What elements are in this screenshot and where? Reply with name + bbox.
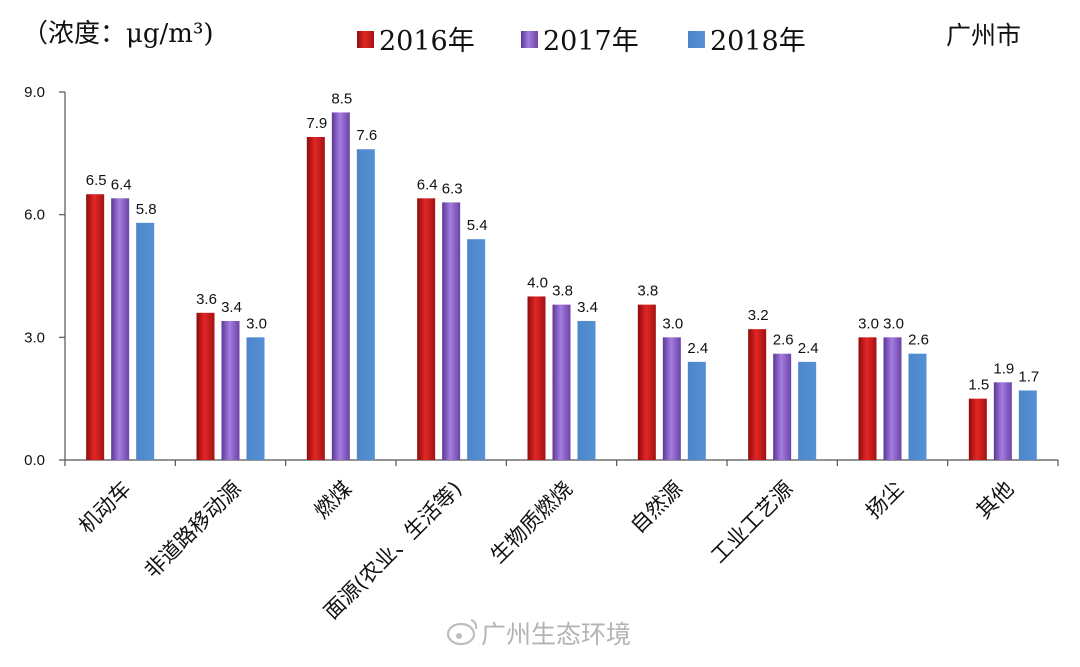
- data-label: 3.4: [577, 299, 598, 316]
- bar: [527, 296, 546, 460]
- bar: [111, 198, 130, 461]
- x-category-label: 自然源: [626, 477, 688, 539]
- bar: [306, 136, 325, 460]
- x-category-label: 扬尘: [861, 477, 908, 524]
- bar: [637, 304, 656, 460]
- bar: [858, 337, 877, 460]
- bar: [993, 382, 1012, 460]
- x-category-label: 其他: [972, 477, 1019, 524]
- data-label: 1.9: [993, 360, 1014, 377]
- legend-label-2017: 2017年: [543, 26, 639, 57]
- legend-label-2018: 2018年: [710, 26, 806, 57]
- x-category-label: 生物质燃烧: [486, 477, 577, 568]
- data-label: 3.0: [246, 315, 267, 332]
- data-label: 2.6: [908, 332, 929, 349]
- bars: [86, 112, 1037, 461]
- legend-swatch-2016: [357, 31, 374, 48]
- data-label: 3.0: [858, 315, 879, 332]
- data-label: 2.4: [798, 340, 819, 357]
- bar: [577, 320, 596, 460]
- legend-swatch-2017: [521, 31, 538, 48]
- data-label: 8.5: [331, 90, 352, 107]
- bar: [196, 312, 215, 460]
- bar: [1018, 390, 1037, 460]
- unit-label: （浓度：μg/m³): [22, 19, 214, 49]
- data-label: 3.4: [221, 299, 242, 316]
- bar: [773, 353, 792, 460]
- data-label: 6.5: [86, 172, 107, 189]
- bar: [467, 239, 486, 460]
- bar: [798, 361, 817, 460]
- x-category-label: 燃煤: [310, 477, 357, 524]
- data-label: 7.9: [306, 115, 327, 132]
- legend-swatch-2018: [688, 31, 705, 48]
- weibo-logo-eye: [456, 633, 462, 639]
- bar: [331, 112, 350, 460]
- watermark-text: 广州生态环境: [481, 620, 631, 649]
- y-tick-label: 9.0: [24, 84, 45, 101]
- data-label: 7.6: [356, 127, 377, 144]
- weibo-logo-icon: [446, 622, 476, 646]
- y-tick-label: 6.0: [24, 207, 45, 224]
- data-label: 2.6: [773, 332, 794, 349]
- bar: [246, 337, 265, 460]
- data-label: 3.8: [637, 283, 658, 300]
- x-category-label: 非道路移动源: [140, 477, 246, 583]
- bar: [442, 202, 461, 460]
- data-label: 6.4: [111, 176, 132, 193]
- data-label: 3.6: [196, 291, 217, 308]
- data-label: 5.4: [467, 217, 488, 234]
- bar: [908, 353, 927, 460]
- bar: [356, 149, 375, 460]
- data-label: 1.7: [1018, 368, 1039, 385]
- bar: [662, 337, 681, 460]
- y-tick-label: 3.0: [24, 329, 45, 346]
- weibo-logo-arc: [470, 619, 478, 630]
- data-label: 3.0: [662, 315, 683, 332]
- bar: [552, 304, 571, 460]
- x-category-label: 工业工艺源: [706, 477, 797, 568]
- watermark: 广州生态环境: [446, 619, 631, 649]
- data-label: 6.3: [442, 180, 463, 197]
- bar: [968, 398, 987, 460]
- bar: [687, 361, 706, 460]
- bar: [86, 194, 105, 460]
- data-labels: 6.5 6.45.83.6 3.43.07.98.57.66.4 6.35.44.0 3…: [86, 90, 1040, 393]
- x-category-label: 机动车: [74, 477, 136, 539]
- data-label: 4.0: [527, 274, 548, 291]
- data-label: 6.4: [417, 176, 438, 193]
- bar: [883, 337, 902, 460]
- city-label: 广州市: [946, 21, 1021, 50]
- data-label: 3.8: [552, 283, 573, 300]
- bar: [221, 320, 240, 460]
- data-label: 5.8: [136, 201, 157, 218]
- bar: [136, 222, 155, 460]
- data-label: 2.4: [687, 340, 708, 357]
- legend: 2016年 2017年 2018年: [357, 26, 806, 57]
- bar: [748, 329, 767, 460]
- data-label: 3.2: [748, 307, 769, 324]
- data-label: 1.5: [968, 377, 989, 394]
- y-tick-labels: 0.0 3.0 6.0 9.0: [24, 84, 45, 469]
- bar: [417, 198, 436, 461]
- y-tick-label: 0.0: [24, 452, 45, 469]
- legend-label-2016: 2016年: [379, 26, 475, 57]
- data-label: 3.0: [883, 315, 904, 332]
